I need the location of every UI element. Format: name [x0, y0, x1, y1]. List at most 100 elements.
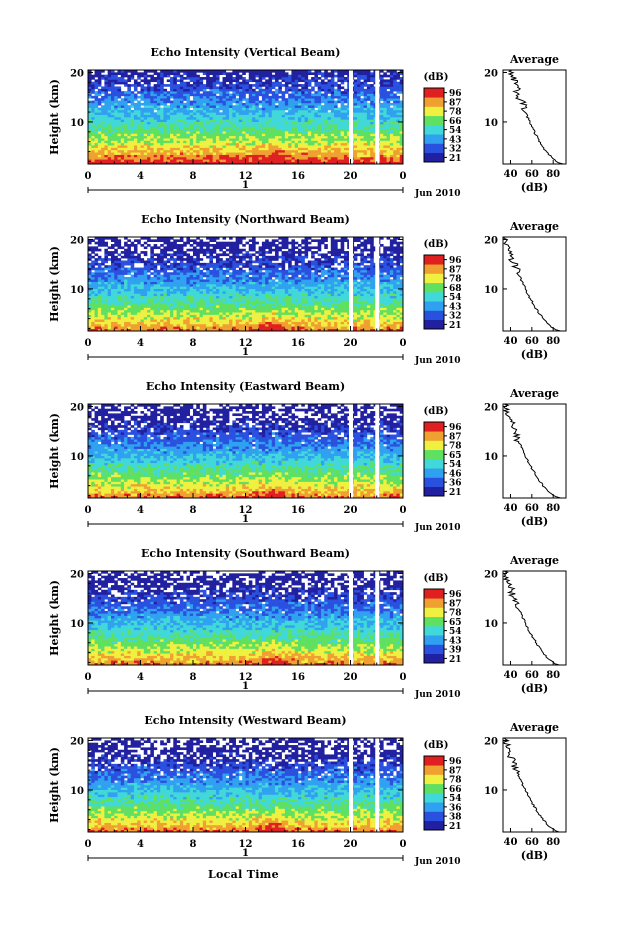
colorbar-segment	[424, 153, 444, 163]
average-x-tick-label: 40	[504, 503, 518, 514]
average-profile-line	[504, 738, 559, 832]
colorbar-segment	[424, 301, 444, 311]
colorbar-segment	[424, 635, 444, 645]
colorbar-segment	[424, 468, 444, 478]
colorbar-segment	[424, 441, 444, 451]
x-tick-label: 16	[291, 505, 305, 516]
x-tick-label: 20	[344, 338, 358, 349]
colorbar-segment	[424, 450, 444, 460]
average-y-tick-label: 10	[484, 118, 498, 129]
colorbar-segment	[424, 459, 444, 469]
average-frame	[503, 738, 566, 832]
average-x-tick-label: 80	[546, 169, 560, 180]
average-x-label: (dB)	[521, 849, 548, 862]
x-tick-label: 8	[190, 338, 197, 349]
colorbar-segment	[424, 645, 444, 655]
colorbar-segment	[424, 431, 444, 441]
y-tick-label: 20	[70, 569, 84, 580]
average-y-tick-label: 10	[484, 619, 498, 630]
colorbar-segment	[424, 784, 444, 794]
heatmap	[88, 571, 403, 665]
x-tick-label: 0	[85, 338, 92, 349]
average-x-label: (dB)	[521, 515, 548, 528]
average-title: Average	[509, 554, 559, 567]
colorbar-segment	[424, 812, 444, 822]
average-x-tick-label: 80	[546, 837, 560, 848]
average-title: Average	[509, 220, 559, 233]
colorbar-tick-label: 21	[449, 822, 462, 832]
average-x-tick-label: 60	[525, 336, 539, 347]
average-frame	[503, 571, 566, 665]
colorbar-segment	[424, 487, 444, 497]
colorbar-segment	[424, 283, 444, 293]
y-tick-label: 20	[70, 736, 84, 747]
average-frame	[503, 70, 566, 164]
heatmap	[88, 738, 403, 832]
y-axis-label: Height (km)	[48, 413, 61, 489]
x-tick-label: 0	[400, 672, 407, 683]
average-x-tick-label: 40	[504, 336, 518, 347]
date-label: Jun 2010	[414, 189, 461, 199]
y-axis-label: Height (km)	[48, 747, 61, 823]
data-gap	[349, 738, 353, 832]
average-y-tick-label: 20	[484, 68, 498, 79]
x-tick-label: 4	[137, 171, 144, 182]
colorbar-segment	[424, 821, 444, 831]
panel-title: Echo Intensity (Northward Beam)	[141, 213, 350, 226]
x-tick-label: 8	[190, 171, 197, 182]
colorbar-segment	[424, 274, 444, 284]
colorbar-segment	[424, 97, 444, 107]
date-label: Jun 2010	[414, 523, 461, 533]
average-frame	[503, 237, 566, 331]
average-x-tick-label: 60	[525, 837, 539, 848]
y-tick-label: 20	[70, 402, 84, 413]
colorbar-segment	[424, 107, 444, 117]
average-x-tick-label: 80	[546, 336, 560, 347]
x-tick-label: 0	[400, 839, 407, 850]
data-gap	[375, 70, 379, 164]
average-y-tick-label: 20	[484, 569, 498, 580]
date-label: Jun 2010	[414, 690, 461, 700]
colorbar-segment	[424, 589, 444, 599]
colorbar-segment	[424, 134, 444, 144]
colorbar-segment	[424, 255, 444, 265]
y-tick-label: 10	[70, 285, 84, 296]
colorbar-segment	[424, 311, 444, 321]
x-tick-label: 20	[344, 171, 358, 182]
y-axis-label: Height (km)	[48, 580, 61, 656]
average-profile-line	[509, 70, 563, 164]
average-x-tick-label: 40	[504, 169, 518, 180]
date-label: Jun 2010	[414, 857, 461, 867]
colorbar-tick-label: 21	[449, 154, 462, 164]
panel-title: Echo Intensity (Southward Beam)	[141, 547, 350, 560]
average-frame	[503, 404, 566, 498]
x-tick-label: 0	[85, 839, 92, 850]
data-gap	[349, 237, 353, 331]
x-tick-label: 16	[291, 171, 305, 182]
x-tick-label: 16	[291, 338, 305, 349]
data-gap	[349, 571, 353, 665]
colorbar-unit: (dB)	[424, 740, 449, 751]
day-label: 1	[242, 180, 249, 191]
heatmap	[88, 404, 403, 498]
day-label: 1	[242, 681, 249, 692]
colorbar-unit: (dB)	[424, 72, 449, 83]
average-x-tick-label: 60	[525, 503, 539, 514]
average-x-tick-label: 40	[504, 837, 518, 848]
colorbar-segment	[424, 88, 444, 98]
x-tick-label: 8	[190, 672, 197, 683]
average-y-tick-label: 20	[484, 235, 498, 246]
x-tick-label: 0	[400, 338, 407, 349]
y-tick-label: 10	[70, 118, 84, 129]
average-profile-line	[504, 404, 560, 498]
colorbar-unit: (dB)	[424, 239, 449, 250]
colorbar-tick-label: 21	[449, 488, 462, 498]
colorbar-segment	[424, 320, 444, 330]
heatmap	[88, 237, 403, 331]
colorbar-segment	[424, 626, 444, 636]
heatmap	[88, 70, 403, 164]
day-label: 1	[242, 848, 249, 859]
colorbar-segment	[424, 756, 444, 766]
x-tick-label: 0	[400, 505, 407, 516]
